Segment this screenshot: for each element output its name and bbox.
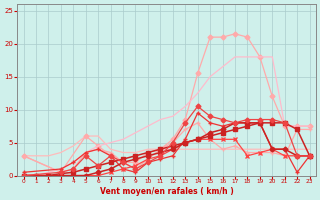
X-axis label: Vent moyen/en rafales ( km/h ): Vent moyen/en rafales ( km/h ) xyxy=(100,187,234,196)
